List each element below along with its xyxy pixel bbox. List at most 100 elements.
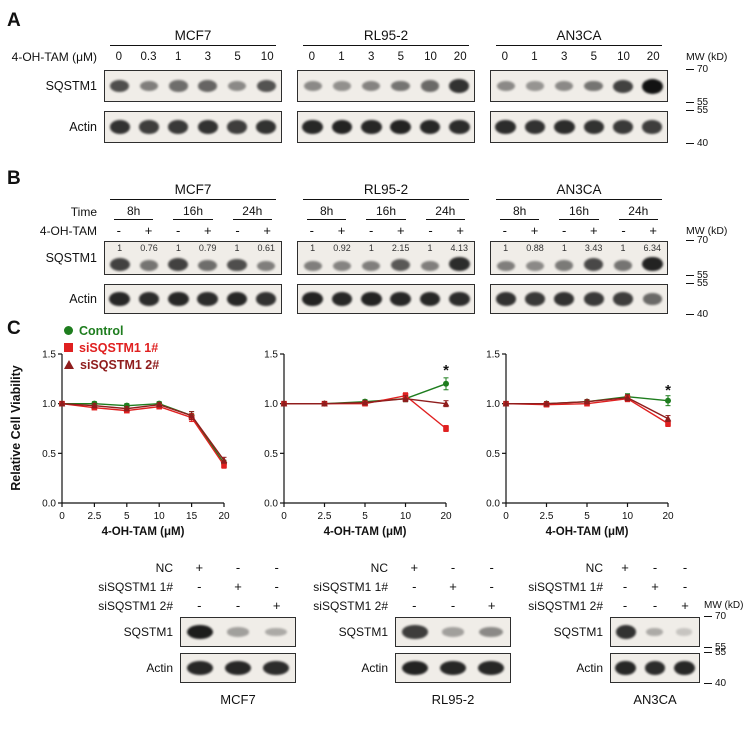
- knockdown-table-an3ca: NC + - - siSQSTM1 1# - + - siSQSTM1 2# - - + M…: [518, 558, 750, 707]
- quantification-values: 1 0.92 1 2.15 1 4.13: [298, 243, 474, 253]
- legend-label: siSQSTM1 2#: [80, 357, 160, 372]
- protein-band: [227, 258, 247, 271]
- blot-wrap: [104, 111, 282, 143]
- protein-band: [361, 119, 382, 135]
- blot-lane: [579, 242, 608, 274]
- protein-band: [526, 81, 544, 91]
- svg-text:0.5: 0.5: [42, 449, 56, 460]
- mw-mark: 40: [686, 138, 708, 149]
- lane-text: 5: [590, 51, 598, 63]
- lane-text: -: [235, 560, 241, 575]
- treatment-signs: - + - + - +: [104, 223, 282, 238]
- protein-band: [361, 291, 382, 307]
- blot-lane: [386, 285, 415, 313]
- circle-marker-icon: [64, 326, 73, 335]
- mw-mark: 70: [704, 611, 726, 622]
- row-label: NC: [585, 560, 603, 575]
- protein-band: [332, 260, 352, 271]
- protein-band: [439, 660, 467, 676]
- blot-lane: [164, 242, 193, 274]
- blot-wrap: [180, 653, 296, 683]
- protein-band: [197, 292, 218, 306]
- blot-lane: [445, 285, 474, 313]
- protein-band: [138, 292, 160, 306]
- lane-text: 5: [397, 51, 405, 63]
- sign-values: - - +: [395, 598, 511, 613]
- protein-band: [198, 80, 218, 92]
- protein-band: [441, 627, 465, 637]
- legend-label: Control: [79, 323, 124, 338]
- dose-values: 0 0.3 1 3 5 10: [104, 51, 282, 63]
- cell-line-title: AN3CA: [633, 692, 677, 707]
- protein-band: [495, 120, 516, 134]
- dose-values: 0 1 3 5 10 20: [297, 51, 475, 63]
- blot-wrap: [297, 111, 475, 143]
- svg-text:1.5: 1.5: [42, 350, 56, 361]
- protein-band: [256, 79, 276, 93]
- protein-band: [525, 292, 545, 306]
- nc-row: NC + - -: [303, 558, 511, 577]
- mw-mark: 70: [686, 235, 708, 246]
- western-blot: [395, 653, 511, 683]
- protein-band: [139, 120, 159, 134]
- protein-band: [226, 627, 250, 637]
- blot-lane: [386, 242, 415, 274]
- protein-band: [186, 624, 214, 640]
- lane-text: -: [622, 598, 628, 613]
- treatment-row-label: 4-OH-TAM: [39, 223, 97, 238]
- group-rl952: RL95-2: [297, 182, 475, 200]
- treatment-signs: - + - + - +: [297, 223, 475, 238]
- lane-text: 1: [310, 243, 316, 253]
- blot-lane: [105, 71, 134, 101]
- blot-lane: [608, 285, 637, 313]
- blot-wrap: [104, 70, 282, 102]
- blot-lane: [445, 112, 474, 142]
- lane-text: -: [652, 560, 658, 575]
- mw-mark: 55: [704, 642, 726, 653]
- protein-band: [228, 80, 246, 92]
- protein-label: SQSTM1: [123, 625, 173, 639]
- blot-lane: [520, 242, 549, 274]
- sqstm1-blot-row: SQSTM1 70 55: [518, 611, 750, 653]
- lane-text: -: [621, 223, 626, 238]
- blot-lane: [611, 654, 640, 682]
- nc-row: NC + - -: [88, 558, 296, 577]
- legend-item-control: Control: [64, 322, 159, 339]
- blot-lane: [550, 242, 579, 274]
- mw-mark: 55: [704, 647, 726, 658]
- blot-lane: [298, 242, 327, 274]
- blot-lane: [357, 285, 386, 313]
- viability-chart-rl952: 0.0 0.5 1.0 1.5 0 2.5 5 10 20 4-OH-TAM (μM) *: [248, 338, 456, 548]
- blot-lane: [327, 71, 356, 101]
- row-label: NC: [155, 560, 173, 575]
- lane-text: +: [410, 560, 419, 575]
- blot-lane: [608, 242, 637, 274]
- lane-text: 1: [561, 243, 567, 253]
- si1-row: siSQSTM1 1# - + -: [303, 577, 511, 596]
- quantification-values: 1 0.76 1 0.79 1 0.61: [105, 243, 281, 253]
- lane-text: 0: [308, 51, 316, 63]
- blot-lane: [472, 654, 510, 682]
- svg-text:5: 5: [124, 511, 130, 522]
- protein-band: [495, 292, 516, 306]
- lane-text: 3: [560, 51, 568, 63]
- knockdown-table-rl952: NC + - - siSQSTM1 1# - + - siSQSTM1 2# - - + S…: [303, 558, 511, 707]
- lane-text: 3: [367, 51, 375, 63]
- blot-lane: [640, 654, 669, 682]
- protein-label: Actin: [69, 120, 97, 134]
- blot-lane: [219, 618, 257, 646]
- blot-lane: [298, 71, 327, 101]
- lane-text: 0: [501, 51, 509, 63]
- blot-lane: [638, 71, 667, 101]
- blot-lane: [415, 285, 444, 313]
- protein-band: [303, 260, 322, 271]
- mw-markers: 55 40: [683, 278, 743, 320]
- blot-lane: [491, 112, 520, 142]
- sqstm1-blot-row: SQSTM1: [88, 617, 296, 647]
- lane-text: 2.15: [391, 243, 410, 253]
- dose-values: 0 1 3 5 10 20: [490, 51, 668, 63]
- protein-band: [168, 291, 189, 307]
- blot-lane: [134, 285, 163, 313]
- protein-band: [496, 260, 515, 271]
- mw-mark: 55: [686, 270, 708, 281]
